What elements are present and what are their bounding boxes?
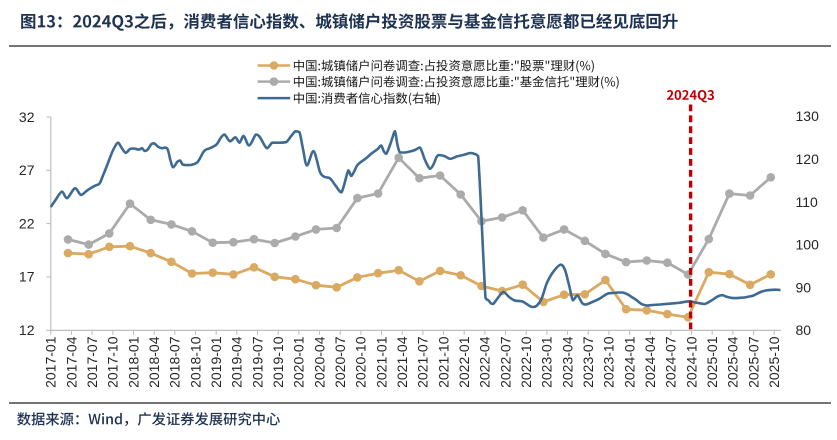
svg-text:2020-07: 2020-07 bbox=[332, 336, 348, 388]
svg-text:12: 12 bbox=[19, 322, 35, 338]
svg-text:2019-04: 2019-04 bbox=[229, 336, 245, 388]
svg-text:22: 22 bbox=[19, 215, 35, 231]
svg-text:2024-01: 2024-01 bbox=[621, 336, 637, 388]
svg-text:2022-04: 2022-04 bbox=[477, 336, 493, 388]
svg-text:110: 110 bbox=[796, 194, 819, 210]
svg-text:100: 100 bbox=[796, 237, 820, 253]
svg-text:2023-10: 2023-10 bbox=[601, 336, 617, 388]
svg-text:130: 130 bbox=[796, 108, 820, 124]
svg-text:2020-10: 2020-10 bbox=[353, 336, 369, 388]
svg-text:32: 32 bbox=[19, 109, 35, 125]
svg-text:2021-07: 2021-07 bbox=[415, 336, 431, 388]
svg-text:2025-01: 2025-01 bbox=[704, 336, 720, 388]
svg-text:2017-07: 2017-07 bbox=[84, 336, 100, 388]
svg-text:27: 27 bbox=[19, 162, 35, 178]
svg-text:2018-01: 2018-01 bbox=[125, 336, 141, 388]
svg-text:2022-10: 2022-10 bbox=[518, 336, 534, 388]
svg-text:2024-07: 2024-07 bbox=[663, 336, 679, 388]
svg-text:2023-07: 2023-07 bbox=[580, 336, 596, 388]
svg-text:2018-04: 2018-04 bbox=[146, 336, 162, 388]
svg-text:80: 80 bbox=[796, 322, 812, 338]
svg-text:2017-10: 2017-10 bbox=[105, 336, 121, 388]
svg-text:2017-04: 2017-04 bbox=[63, 336, 79, 388]
svg-text:2021-01: 2021-01 bbox=[373, 336, 389, 388]
svg-text:2018-07: 2018-07 bbox=[167, 336, 183, 388]
svg-text:2021-10: 2021-10 bbox=[435, 336, 451, 388]
svg-text:2022-01: 2022-01 bbox=[456, 336, 472, 388]
svg-text:2019-07: 2019-07 bbox=[249, 336, 265, 388]
svg-text:90: 90 bbox=[796, 279, 812, 295]
svg-text:2025-10: 2025-10 bbox=[766, 336, 782, 388]
svg-text:2024-04: 2024-04 bbox=[642, 336, 658, 388]
svg-text:2021-04: 2021-04 bbox=[394, 336, 410, 388]
svg-text:2020-01: 2020-01 bbox=[291, 336, 307, 388]
svg-text:2024-10: 2024-10 bbox=[683, 336, 699, 388]
svg-text:2025-04: 2025-04 bbox=[725, 336, 741, 388]
svg-text:2023-01: 2023-01 bbox=[539, 336, 555, 388]
svg-text:2025-07: 2025-07 bbox=[745, 336, 761, 388]
svg-text:120: 120 bbox=[796, 151, 820, 167]
svg-text:2019-10: 2019-10 bbox=[270, 336, 286, 388]
svg-text:2022-07: 2022-07 bbox=[497, 336, 513, 388]
svg-text:2020-04: 2020-04 bbox=[311, 336, 327, 388]
svg-text:2018-10: 2018-10 bbox=[187, 336, 203, 388]
svg-text:17: 17 bbox=[19, 269, 35, 285]
svg-text:2017-01: 2017-01 bbox=[43, 336, 59, 388]
svg-text:2023-04: 2023-04 bbox=[559, 336, 575, 388]
svg-text:2019-01: 2019-01 bbox=[208, 336, 224, 388]
